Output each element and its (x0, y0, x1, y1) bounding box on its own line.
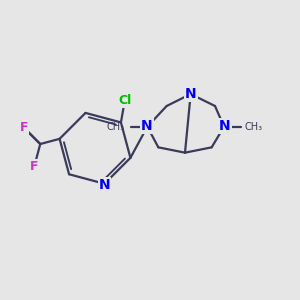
Text: F: F (30, 160, 38, 173)
Text: N: N (185, 87, 197, 101)
Text: CH₃: CH₃ (106, 122, 125, 132)
Text: N: N (99, 178, 110, 192)
Text: F: F (20, 121, 28, 134)
Text: N: N (141, 119, 152, 133)
Text: F: F (20, 121, 28, 134)
Text: CH₃: CH₃ (245, 122, 263, 132)
Text: N: N (219, 119, 230, 133)
Text: Cl: Cl (119, 94, 132, 107)
